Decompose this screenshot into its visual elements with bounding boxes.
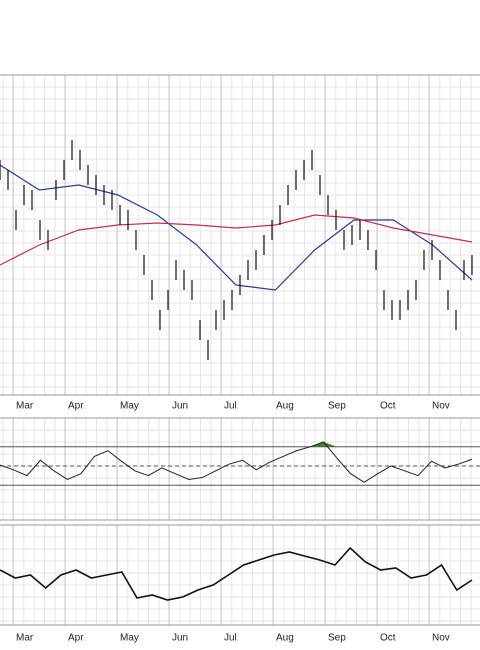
x-tick-label: Jul xyxy=(224,633,237,644)
x-tick-label: Jun xyxy=(172,401,188,412)
x-tick-label: Aug xyxy=(276,401,294,412)
x-tick-label: Sep xyxy=(328,633,346,644)
x-tick-label: May xyxy=(120,633,139,644)
moving-average xyxy=(0,214,473,266)
x-tick-label: Nov xyxy=(432,401,450,412)
oscillator-line xyxy=(0,441,473,483)
x-tick-label: Apr xyxy=(68,633,84,644)
moving-average xyxy=(0,164,473,291)
x-tick-label: Apr xyxy=(68,401,84,412)
x-tick-label: Jul xyxy=(224,401,237,412)
x-tick-label: Oct xyxy=(380,633,396,644)
x-tick-label: Oct xyxy=(380,401,396,412)
x-tick-label: Sep xyxy=(328,401,346,412)
indicator-line xyxy=(0,546,473,601)
x-tick-label: May xyxy=(120,401,139,412)
x-tick-label: Aug xyxy=(276,633,294,644)
x-tick-label: Nov xyxy=(432,633,450,644)
x-tick-label: Mar xyxy=(16,633,34,644)
x-tick-label: Mar xyxy=(16,401,34,412)
x-tick-label: Jun xyxy=(172,633,188,644)
